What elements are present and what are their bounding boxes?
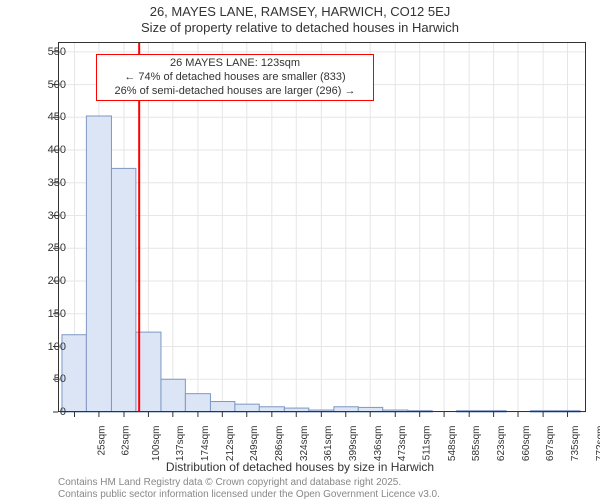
ytick-label: 200 [26,275,66,287]
ytick-label: 100 [26,341,66,353]
xtick-label: 772sqm [595,426,600,462]
ytick-label: 500 [26,79,66,91]
ytick-label: 400 [26,144,66,156]
footer-line-2: Contains public sector information licen… [58,489,440,500]
xtick-label: 249sqm [249,426,260,462]
xtick-label: 286sqm [274,426,285,462]
ytick-label: 150 [26,308,66,320]
xtick-label: 324sqm [299,426,310,462]
xtick-label: 623sqm [496,426,507,462]
xtick-label: 361sqm [323,426,334,462]
xtick-label: 399sqm [348,426,359,462]
annotation-line: 26% of semi-detached houses are larger (… [101,85,369,99]
ytick-label: 250 [26,242,66,254]
annotation-line: ← 74% of detached houses are smaller (83… [101,71,369,85]
annotation-box: 26 MAYES LANE: 123sqm← 74% of detached h… [96,54,374,101]
ytick-label: 0 [26,406,66,418]
xtick-label: 100sqm [151,426,162,462]
xtick-label: 473sqm [397,426,408,462]
chart-root: 26, MAYES LANE, RAMSEY, HARWICH, CO12 5E… [0,0,600,500]
xtick-label: 585sqm [471,426,482,462]
xtick-label: 212sqm [225,426,236,462]
ytick-label: 50 [26,373,66,385]
title-sub: Size of property relative to detached ho… [0,20,600,35]
ytick-label: 450 [26,111,66,123]
xtick-label: 697sqm [545,426,556,462]
xtick-label: 62sqm [120,426,131,456]
xtick-label: 25sqm [96,426,107,456]
footer-line-1: Contains HM Land Registry data © Crown c… [58,477,401,488]
xtick-label: 511sqm [422,426,433,461]
xtick-label: 660sqm [521,426,532,462]
title-main: 26, MAYES LANE, RAMSEY, HARWICH, CO12 5E… [0,4,600,19]
ytick-label: 550 [26,46,66,58]
annotation-line: 26 MAYES LANE: 123sqm [101,57,369,71]
x-axis-label: Distribution of detached houses by size … [0,460,600,474]
xtick-label: 137sqm [175,426,186,462]
xtick-label: 436sqm [373,426,384,462]
xtick-label: 548sqm [447,426,458,462]
ytick-label: 300 [26,210,66,222]
xtick-label: 174sqm [200,426,211,462]
xtick-label: 735sqm [570,426,581,462]
ytick-label: 350 [26,177,66,189]
